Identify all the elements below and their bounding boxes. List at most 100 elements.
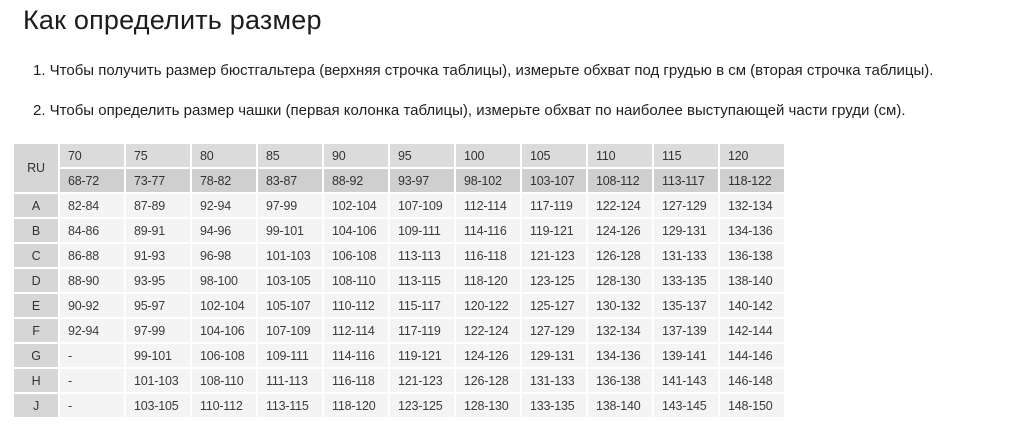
size-range-cell: 129-131 bbox=[654, 219, 718, 242]
size-range-cell: 135-137 bbox=[654, 294, 718, 317]
size-range-cell: 95-97 bbox=[126, 294, 190, 317]
underbust-range-cell: 73-77 bbox=[126, 169, 190, 192]
size-range-cell: 138-140 bbox=[588, 394, 652, 417]
table-row: D 88-90 93-95 98-100 103-105 108-110 113-115 11… bbox=[14, 269, 784, 292]
size-range-cell: 148-150 bbox=[720, 394, 784, 417]
cup-row-label: E bbox=[14, 294, 58, 317]
size-range-cell: 103-105 bbox=[126, 394, 190, 417]
underbust-range-cell: 78-82 bbox=[192, 169, 256, 192]
size-range-cell: 113-115 bbox=[258, 394, 322, 417]
cup-row-label: F bbox=[14, 319, 58, 342]
size-range-cell: 118-120 bbox=[324, 394, 388, 417]
size-range-cell: 136-138 bbox=[588, 369, 652, 392]
size-range-cell: 97-99 bbox=[126, 319, 190, 342]
size-range-cell: 116-118 bbox=[324, 369, 388, 392]
size-range-cell: 127-129 bbox=[522, 319, 586, 342]
table-row: F 92-94 97-99 104-106 107-109 112-114 117-119 1… bbox=[14, 319, 784, 342]
size-guide-section: Как определить размер 1. Чтобы получить … bbox=[0, 5, 1024, 429]
cup-row-label: H bbox=[14, 369, 58, 392]
size-range-cell: 133-135 bbox=[654, 269, 718, 292]
size-range-cell: 109-111 bbox=[258, 344, 322, 367]
size-range-cell: 136-138 bbox=[720, 244, 784, 267]
size-range-cell: 101-103 bbox=[258, 244, 322, 267]
underbust-range-cell: 68-72 bbox=[60, 169, 124, 192]
size-range-cell: 102-104 bbox=[192, 294, 256, 317]
band-size-header: 85 bbox=[258, 144, 322, 167]
size-range-cell: 127-129 bbox=[654, 194, 718, 217]
size-range-cell: 128-130 bbox=[588, 269, 652, 292]
underbust-range-cell: 108-112 bbox=[588, 169, 652, 192]
size-range-cell: 111-113 bbox=[258, 369, 322, 392]
size-range-cell: 120-122 bbox=[456, 294, 520, 317]
size-range-cell: 108-110 bbox=[192, 369, 256, 392]
table-row: B 84-86 89-91 94-96 99-101 104-106 109-111 114-… bbox=[14, 219, 784, 242]
size-range-cell: 104-106 bbox=[324, 219, 388, 242]
size-range-cell: 143-145 bbox=[654, 394, 718, 417]
size-range-cell: 105-107 bbox=[258, 294, 322, 317]
size-range-cell: 122-124 bbox=[456, 319, 520, 342]
size-range-cell: 133-135 bbox=[522, 394, 586, 417]
size-range-cell: 109-111 bbox=[390, 219, 454, 242]
size-range-cell: 92-94 bbox=[60, 319, 124, 342]
size-range-cell: 121-123 bbox=[522, 244, 586, 267]
underbust-range-cell: 98-102 bbox=[456, 169, 520, 192]
size-range-cell: 94-96 bbox=[192, 219, 256, 242]
instructions-list: 1. Чтобы получить размер бюстгальтера (в… bbox=[33, 62, 1024, 120]
size-range-cell: 142-144 bbox=[720, 319, 784, 342]
size-range-cell: 98-100 bbox=[192, 269, 256, 292]
size-range-cell: 139-141 bbox=[654, 344, 718, 367]
size-range-cell: - bbox=[60, 344, 124, 367]
table-row: E 90-92 95-97 102-104 105-107 110-112 115-117 1… bbox=[14, 294, 784, 317]
size-range-cell: 124-126 bbox=[456, 344, 520, 367]
underbust-range-cell: 93-97 bbox=[390, 169, 454, 192]
size-range-cell: 112-114 bbox=[456, 194, 520, 217]
table-header-row-underbust: 68-72 73-77 78-82 83-87 88-92 93-97 98-102 103-… bbox=[14, 169, 784, 192]
size-range-cell: 146-148 bbox=[720, 369, 784, 392]
size-range-cell: 134-136 bbox=[588, 344, 652, 367]
size-range-cell: 123-125 bbox=[390, 394, 454, 417]
cup-row-label: B bbox=[14, 219, 58, 242]
size-range-cell: 86-88 bbox=[60, 244, 124, 267]
size-range-cell: 114-116 bbox=[456, 219, 520, 242]
size-range-cell: 137-139 bbox=[654, 319, 718, 342]
size-range-cell: 82-84 bbox=[60, 194, 124, 217]
size-range-cell: 110-112 bbox=[192, 394, 256, 417]
size-range-cell: 115-117 bbox=[390, 294, 454, 317]
instruction-item-1: 1. Чтобы получить размер бюстгальтера (в… bbox=[33, 62, 934, 79]
underbust-range-cell: 103-107 bbox=[522, 169, 586, 192]
size-range-cell: 104-106 bbox=[192, 319, 256, 342]
underbust-range-cell: 113-117 bbox=[654, 169, 718, 192]
size-range-cell: 132-134 bbox=[720, 194, 784, 217]
size-range-cell: 134-136 bbox=[720, 219, 784, 242]
band-size-header: 100 bbox=[456, 144, 520, 167]
size-range-cell: 119-121 bbox=[522, 219, 586, 242]
size-range-cell: 117-119 bbox=[522, 194, 586, 217]
size-range-cell: 122-124 bbox=[588, 194, 652, 217]
size-range-cell: 99-101 bbox=[258, 219, 322, 242]
instruction-item-2: 2. Чтобы определить размер чашки (первая… bbox=[33, 102, 906, 119]
band-size-header: 120 bbox=[720, 144, 784, 167]
size-range-cell: 130-132 bbox=[588, 294, 652, 317]
size-range-cell: 96-98 bbox=[192, 244, 256, 267]
size-range-cell: 112-114 bbox=[324, 319, 388, 342]
size-range-cell: 129-131 bbox=[522, 344, 586, 367]
size-range-cell: 121-123 bbox=[390, 369, 454, 392]
size-range-cell: 113-113 bbox=[390, 244, 454, 267]
size-range-cell: - bbox=[60, 394, 124, 417]
size-range-cell: 116-118 bbox=[456, 244, 520, 267]
size-range-cell: 144-146 bbox=[720, 344, 784, 367]
size-range-cell: 90-92 bbox=[60, 294, 124, 317]
size-range-cell: 114-116 bbox=[324, 344, 388, 367]
size-range-cell: 113-115 bbox=[390, 269, 454, 292]
size-range-cell: 87-89 bbox=[126, 194, 190, 217]
size-range-cell: 107-109 bbox=[258, 319, 322, 342]
size-range-cell: 108-110 bbox=[324, 269, 388, 292]
size-range-cell: 91-93 bbox=[126, 244, 190, 267]
size-range-cell: 103-105 bbox=[258, 269, 322, 292]
size-range-cell: 89-91 bbox=[126, 219, 190, 242]
size-range-cell: 93-95 bbox=[126, 269, 190, 292]
size-range-cell: 110-112 bbox=[324, 294, 388, 317]
band-size-header: 80 bbox=[192, 144, 256, 167]
underbust-range-cell: 88-92 bbox=[324, 169, 388, 192]
band-size-header: 95 bbox=[390, 144, 454, 167]
